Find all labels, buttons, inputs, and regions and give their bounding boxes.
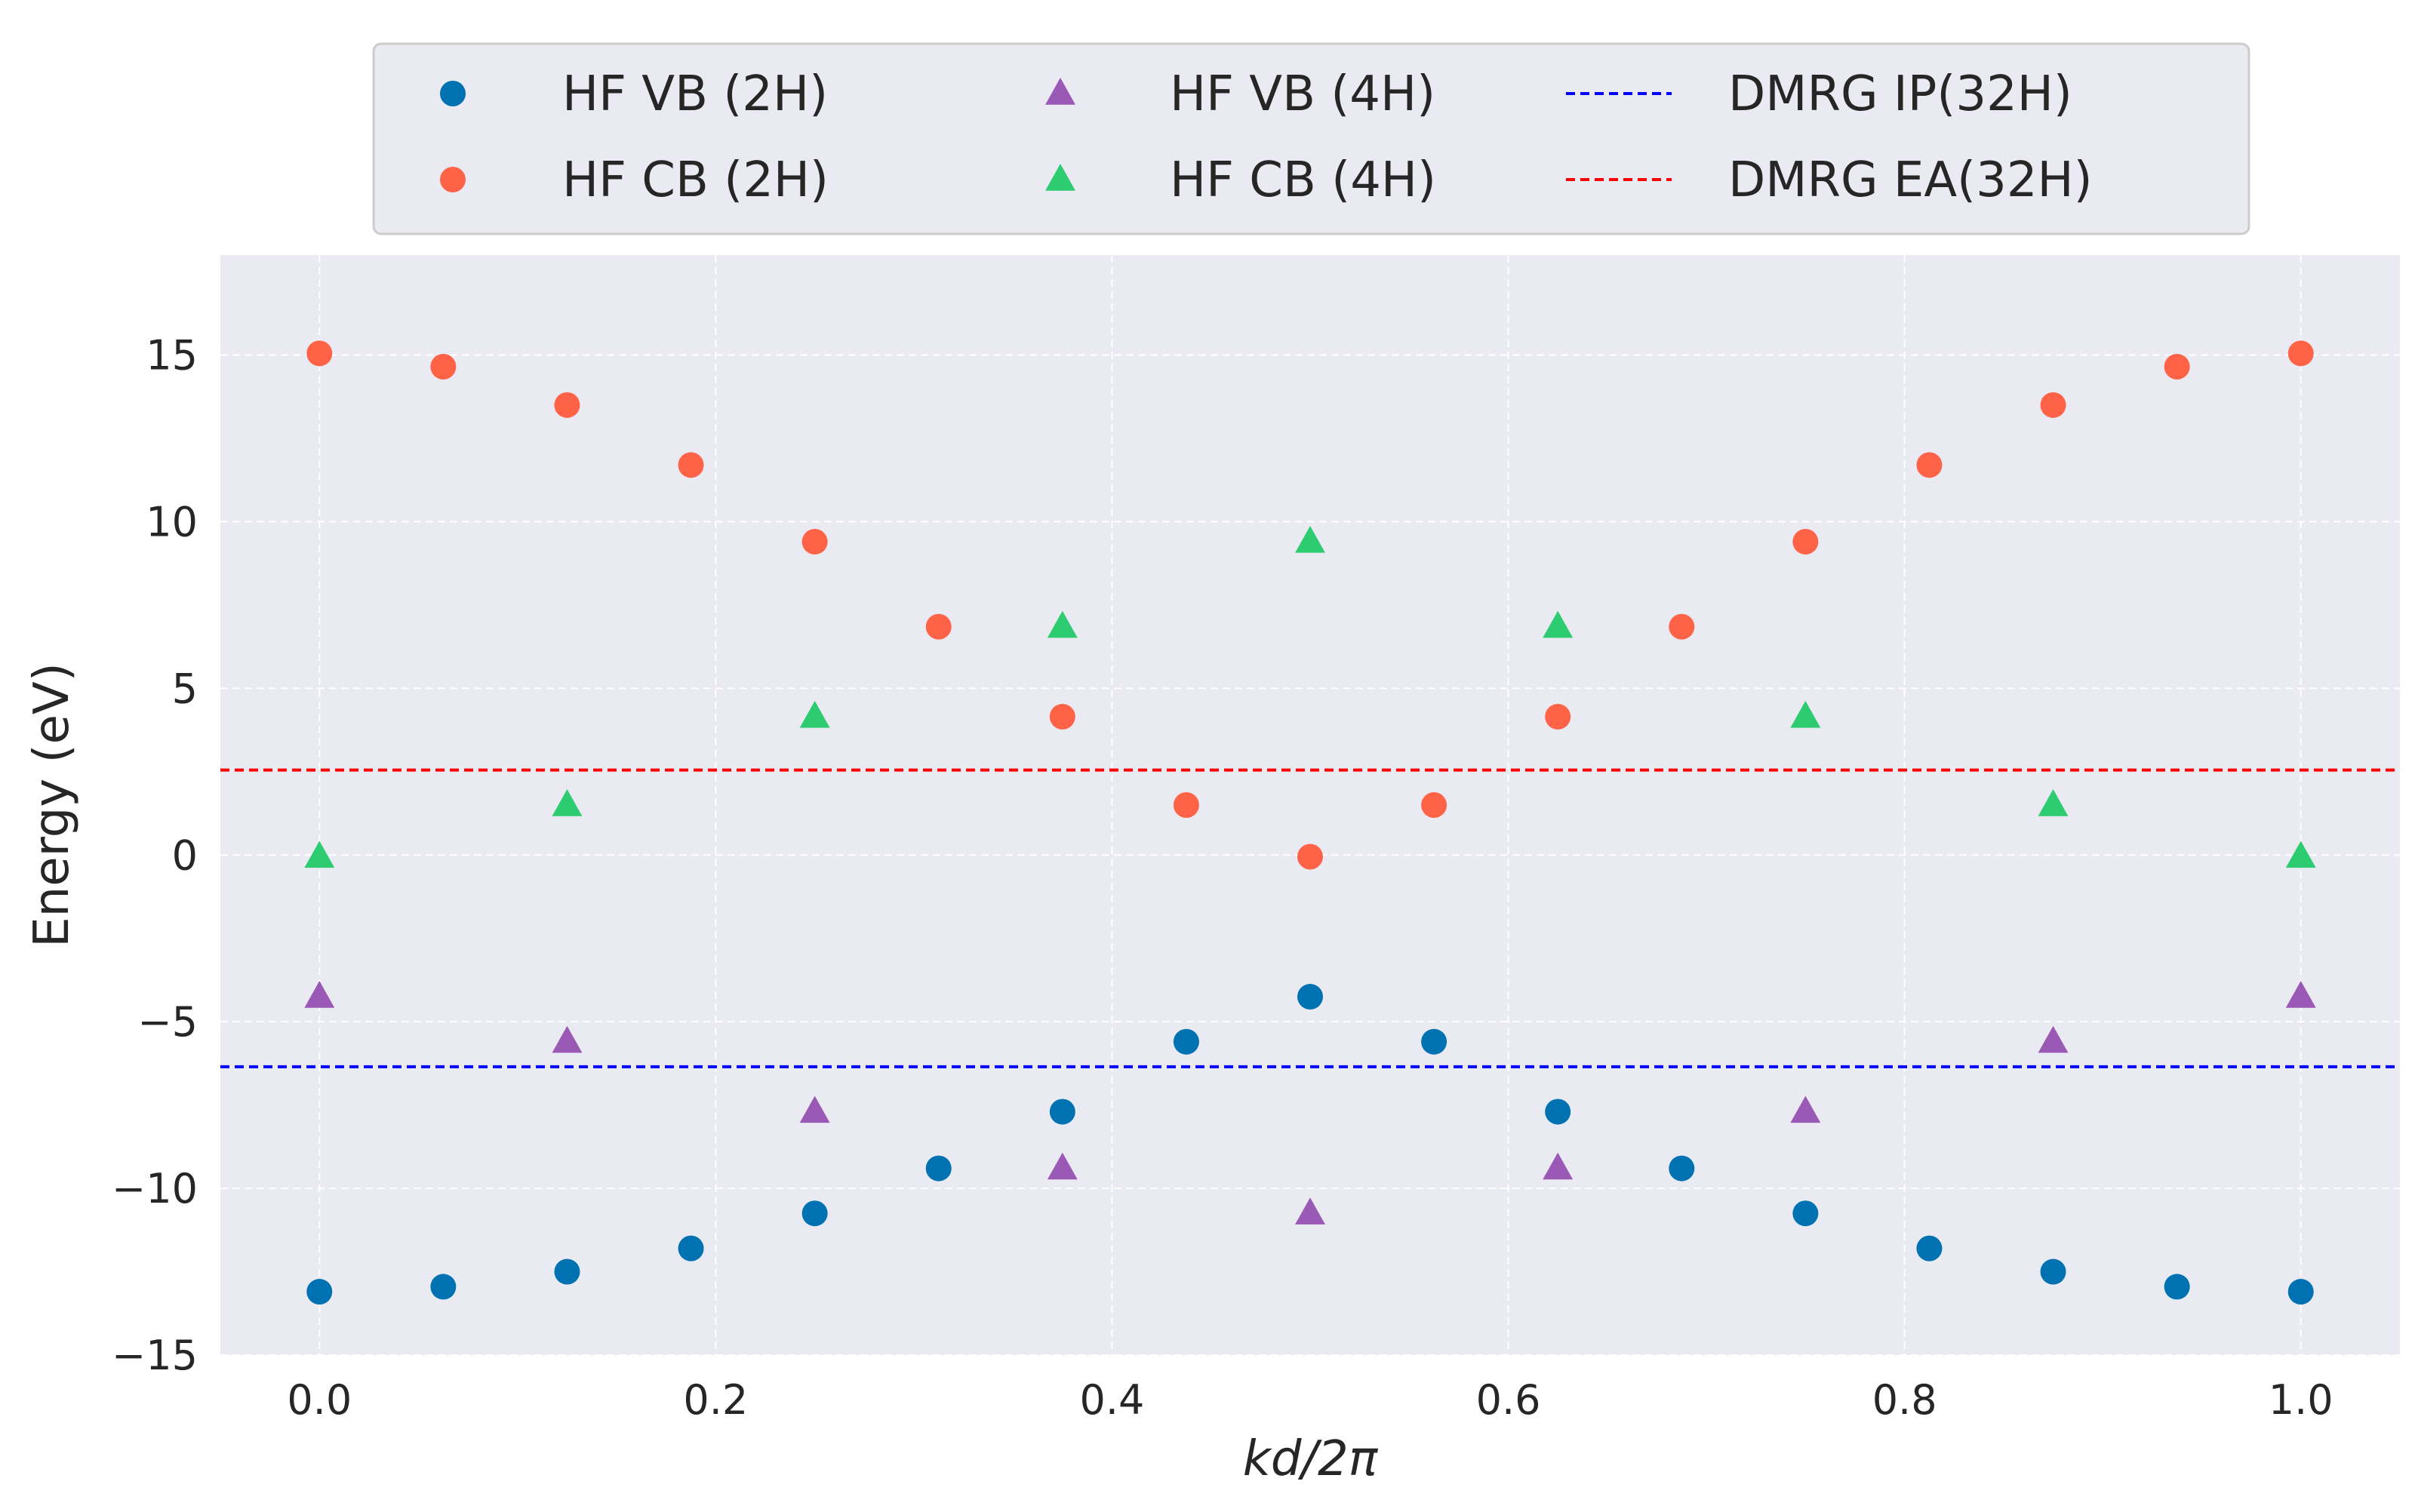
y-tick-label: 0 — [172, 831, 198, 879]
x-axis-label: kd/2π — [1243, 1431, 1379, 1487]
data-markers — [304, 340, 2316, 1305]
legend-swatch — [1045, 78, 1075, 105]
grid — [220, 255, 2400, 1356]
y-tick-labels: −15 −10 −5 0 5 10 15 — [112, 332, 198, 1379]
series-1-point — [678, 452, 704, 478]
series-0-point — [554, 1258, 580, 1285]
legend: HF VB (2H) HF CB (2H) HF VB (4H) HF CB (4H)… — [372, 42, 2250, 235]
y-tick-label: −15 — [112, 1332, 198, 1379]
series-2-point — [304, 981, 335, 1008]
reference-lines — [220, 768, 2400, 1068]
legend-label: HF VB (2H) — [562, 66, 828, 122]
series-1-point — [306, 340, 333, 367]
legend-label: DMRG IP(32H) — [1728, 66, 2072, 122]
series-0-point — [1421, 1028, 1447, 1055]
x-tick-label: 1.0 — [2269, 1376, 2333, 1424]
series-0-point — [2287, 1279, 2314, 1305]
series-1-point — [554, 392, 580, 418]
series-0-point — [678, 1235, 704, 1262]
series-3-point — [1047, 610, 1078, 638]
series-0-point — [1792, 1200, 1819, 1227]
x-tick-label: 0.8 — [1872, 1376, 1937, 1424]
series-0-point — [430, 1274, 457, 1300]
series-1-point — [1049, 703, 1075, 730]
series-0-point — [1545, 1099, 1571, 1125]
legend-label: DMRG EA(32H) — [1728, 152, 2093, 208]
y-tick-label: 15 — [146, 332, 198, 380]
legend-swatch — [1045, 164, 1075, 191]
series-1-point — [1792, 528, 1819, 555]
series-2-point — [552, 1025, 583, 1053]
series-1-point — [1173, 792, 1199, 818]
series-3-point — [1790, 700, 1821, 728]
series-1-point — [925, 613, 952, 640]
series-1-point — [2164, 354, 2190, 380]
series-1-point — [430, 354, 457, 380]
series-1-point — [1545, 703, 1571, 730]
x-tick-label: 0.2 — [683, 1376, 748, 1424]
series-1-point — [1669, 613, 1695, 640]
series-0-point — [1669, 1155, 1695, 1182]
series-3-point — [2285, 841, 2316, 868]
series-3-point — [304, 841, 335, 868]
series-1-point — [2040, 392, 2066, 418]
series-2-point — [799, 1096, 830, 1123]
series-2-point — [1790, 1096, 1821, 1123]
series-1-point — [1297, 844, 1323, 870]
legend-label: HF CB (4H) — [1170, 152, 1436, 208]
plot-background — [220, 255, 2400, 1355]
series-1-point — [2287, 340, 2314, 367]
series-0-point — [306, 1279, 333, 1305]
x-tick-label: 0.4 — [1080, 1376, 1145, 1424]
legend-label: HF CB (2H) — [562, 152, 829, 208]
y-tick-label: 5 — [172, 665, 198, 712]
series-0-point — [1916, 1235, 1943, 1262]
series-2-point — [2285, 981, 2316, 1008]
series-3-point — [799, 700, 830, 728]
series-1-point — [801, 528, 828, 555]
series-2-point — [1543, 1152, 1574, 1180]
series-2-point — [2038, 1025, 2069, 1053]
series-0-point — [2040, 1258, 2066, 1285]
series-3-point — [552, 789, 583, 816]
series-0-point — [925, 1155, 952, 1182]
series-1-point — [1421, 792, 1447, 818]
y-tick-label: 10 — [146, 498, 198, 545]
y-axis-label: Energy (eV) — [24, 662, 80, 948]
series-3-point — [1543, 610, 1574, 638]
series-2-point — [1295, 1197, 1325, 1225]
legend-label: HF VB (4H) — [1170, 66, 1435, 122]
series-0-point — [1297, 984, 1323, 1010]
series-0-point — [801, 1200, 828, 1227]
x-tick-labels: 0.0 0.2 0.4 0.6 0.8 1.0 — [287, 1376, 2333, 1424]
series-0-point — [2164, 1274, 2190, 1300]
x-tick-label: 0.6 — [1476, 1376, 1541, 1424]
legend-swatch — [440, 81, 466, 106]
legend-items: HF VB (2H) HF CB (2H) HF VB (4H) HF CB (4H)… — [440, 66, 2093, 208]
series-0-point — [1173, 1028, 1199, 1055]
series-3-point — [1295, 525, 1325, 553]
legend-swatch — [440, 167, 466, 192]
series-3-point — [2038, 789, 2069, 816]
series-0-point — [1049, 1099, 1075, 1125]
legend-box — [372, 42, 2250, 235]
series-2-point — [1047, 1152, 1078, 1180]
x-tick-label: 0.0 — [287, 1376, 352, 1424]
series-1-point — [1916, 452, 1943, 478]
y-tick-label: −5 — [137, 998, 198, 1046]
y-tick-label: −10 — [112, 1165, 198, 1212]
